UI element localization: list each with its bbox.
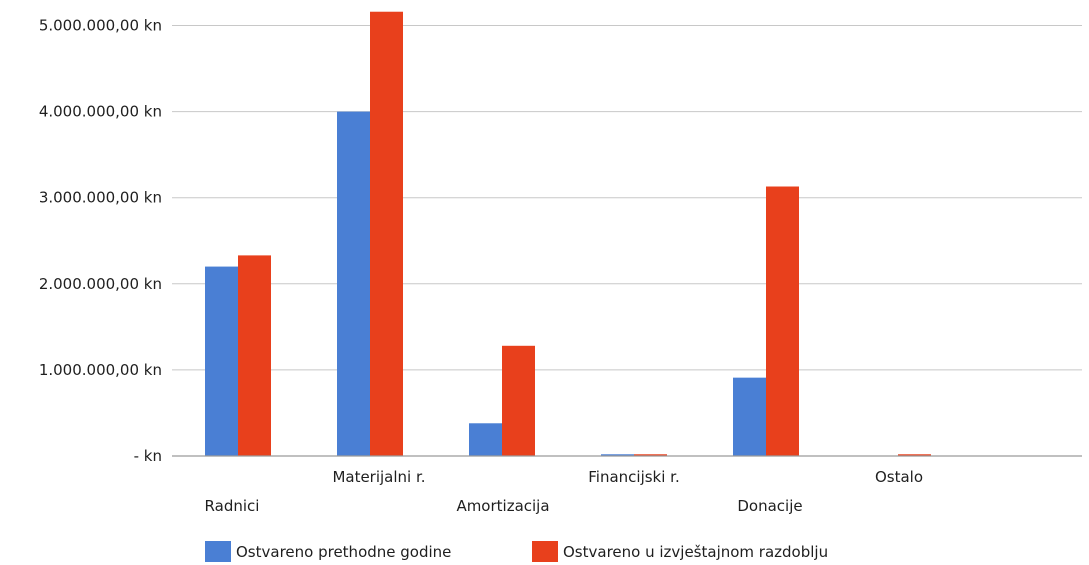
- x-category-label: Donacije: [737, 497, 802, 515]
- legend-label: Ostvareno u izvještajnom razdoblju: [563, 543, 828, 561]
- x-category-label: Financijski r.: [588, 468, 680, 486]
- legend-item-reporting-period[interactable]: Ostvareno u izvještajnom razdoblju: [532, 541, 828, 562]
- y-axis-tick-labels: - kn 1.000.000,00 kn 2.000.000,00 kn 3.000.…: [39, 17, 162, 466]
- bar-previous-year-donacije[interactable]: [733, 377, 766, 456]
- bar-reporting-period-radnici[interactable]: [238, 255, 271, 456]
- bar-previous-year-amortizacija[interactable]: [469, 423, 502, 456]
- x-category-label: Radnici: [205, 497, 260, 515]
- bar-reporting-period-financijski-r[interactable]: [634, 454, 667, 456]
- x-category-label: Amortizacija: [456, 497, 549, 515]
- bar-previous-year-financijski-r[interactable]: [601, 454, 634, 456]
- category-labels: Radnici Materijalni r. Amortizacija Financi…: [205, 468, 923, 515]
- x-category-label: Materijalni r.: [332, 468, 425, 486]
- bar-reporting-period-materijalni-r[interactable]: [370, 11, 403, 457]
- bar-previous-year-radnici[interactable]: [205, 266, 238, 456]
- legend-label: Ostvareno prethodne godine: [236, 543, 451, 561]
- gridlines: [172, 25, 1082, 371]
- y-tick-label: - kn: [134, 447, 162, 465]
- bar-previous-year-materijalni-r[interactable]: [337, 111, 370, 456]
- legend-swatch: [532, 541, 558, 562]
- y-tick-label: 4.000.000,00 kn: [39, 103, 162, 121]
- y-tick-label: 5.000.000,00 kn: [39, 17, 162, 35]
- legend-item-previous-year[interactable]: Ostvareno prethodne godine: [205, 541, 451, 562]
- y-tick-label: 3.000.000,00 kn: [39, 189, 162, 207]
- y-tick-label: 2.000.000,00 kn: [39, 275, 162, 293]
- legend[interactable]: Ostvareno prethodne godine Ostvareno u iz…: [205, 541, 828, 562]
- legend-swatch: [205, 541, 231, 562]
- bar-reporting-period-ostalo[interactable]: [898, 454, 931, 456]
- bars: [205, 11, 931, 457]
- y-tick-label: 1.000.000,00 kn: [39, 361, 162, 379]
- x-category-label: Ostalo: [875, 468, 923, 486]
- bar-reporting-period-amortizacija[interactable]: [502, 345, 535, 456]
- bar-reporting-period-donacije[interactable]: [766, 186, 799, 456]
